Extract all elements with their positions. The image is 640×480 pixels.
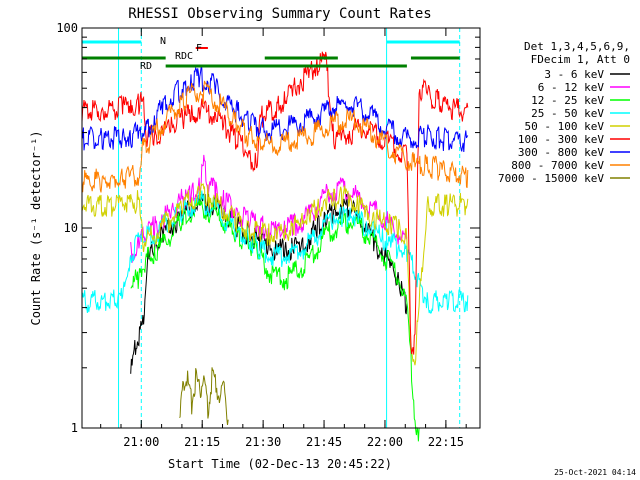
legend-label-1: 6 - 12 keV <box>538 81 605 94</box>
chart-title: RHESSI Observing Summary Count Rates <box>128 6 431 22</box>
legend-label-5: 100 - 300 keV <box>518 133 604 146</box>
series-line-8 <box>179 367 229 425</box>
x-axis-label: Start Time (02-Dec-13 20:45:22) <box>168 457 392 471</box>
series-line-4 <box>81 182 469 366</box>
y-axis-label: Count Rate (s⁻¹ detector⁻¹) <box>29 130 43 325</box>
x-tick-label-5: 22:15 <box>428 435 464 449</box>
series-line-6 <box>81 66 469 153</box>
legend-label-0: 3 - 6 keV <box>544 68 604 81</box>
legend-header-line-2: FDecim 1, Att 0 <box>531 53 630 66</box>
annotation-layer: N F RD RDC <box>82 36 460 72</box>
legend-label-2: 12 - 25 keV <box>531 94 604 107</box>
y-tick-label-1: 10 <box>64 221 78 235</box>
x-tick-label-4: 22:00 <box>367 435 403 449</box>
x-tick-label-0: 21:00 <box>123 435 159 449</box>
series-line-5 <box>81 51 469 355</box>
timestamp: 25-Oct-2021 04:14 <box>554 468 636 477</box>
x-tick-label-3: 21:45 <box>306 435 342 449</box>
series-line-7 <box>81 80 469 193</box>
x-tick-label-2: 21:30 <box>245 435 281 449</box>
series-layer <box>81 51 469 442</box>
legend-label-3: 25 - 50 keV <box>531 107 604 120</box>
y-tick-label-0: 1 <box>71 421 78 435</box>
annotation-label-3: RDC <box>175 51 193 62</box>
x-tick-label-1: 21:15 <box>184 435 220 449</box>
legend-label-6: 300 - 800 keV <box>518 146 604 159</box>
annotation-label-1: F <box>196 43 202 54</box>
legend-label-8: 7000 - 15000 keV <box>498 172 604 185</box>
annotation-label-0: N <box>160 36 166 47</box>
annotation-label-2: RD <box>140 61 152 72</box>
legend: Det 1,3,4,5,6,9, FDecim 1, Att 0 3 - 6 k… <box>498 40 630 185</box>
legend-label-7: 800 - 7000 keV <box>511 159 604 172</box>
legend-header-line-1: Det 1,3,4,5,6,9, <box>524 40 630 53</box>
axis-ticks: 21:00 21:15 21:30 21:45 22:00 22:15 1 10 100 <box>56 21 480 449</box>
y-tick-label-2: 100 <box>56 21 78 35</box>
legend-label-4: 50 - 100 keV <box>525 120 605 133</box>
